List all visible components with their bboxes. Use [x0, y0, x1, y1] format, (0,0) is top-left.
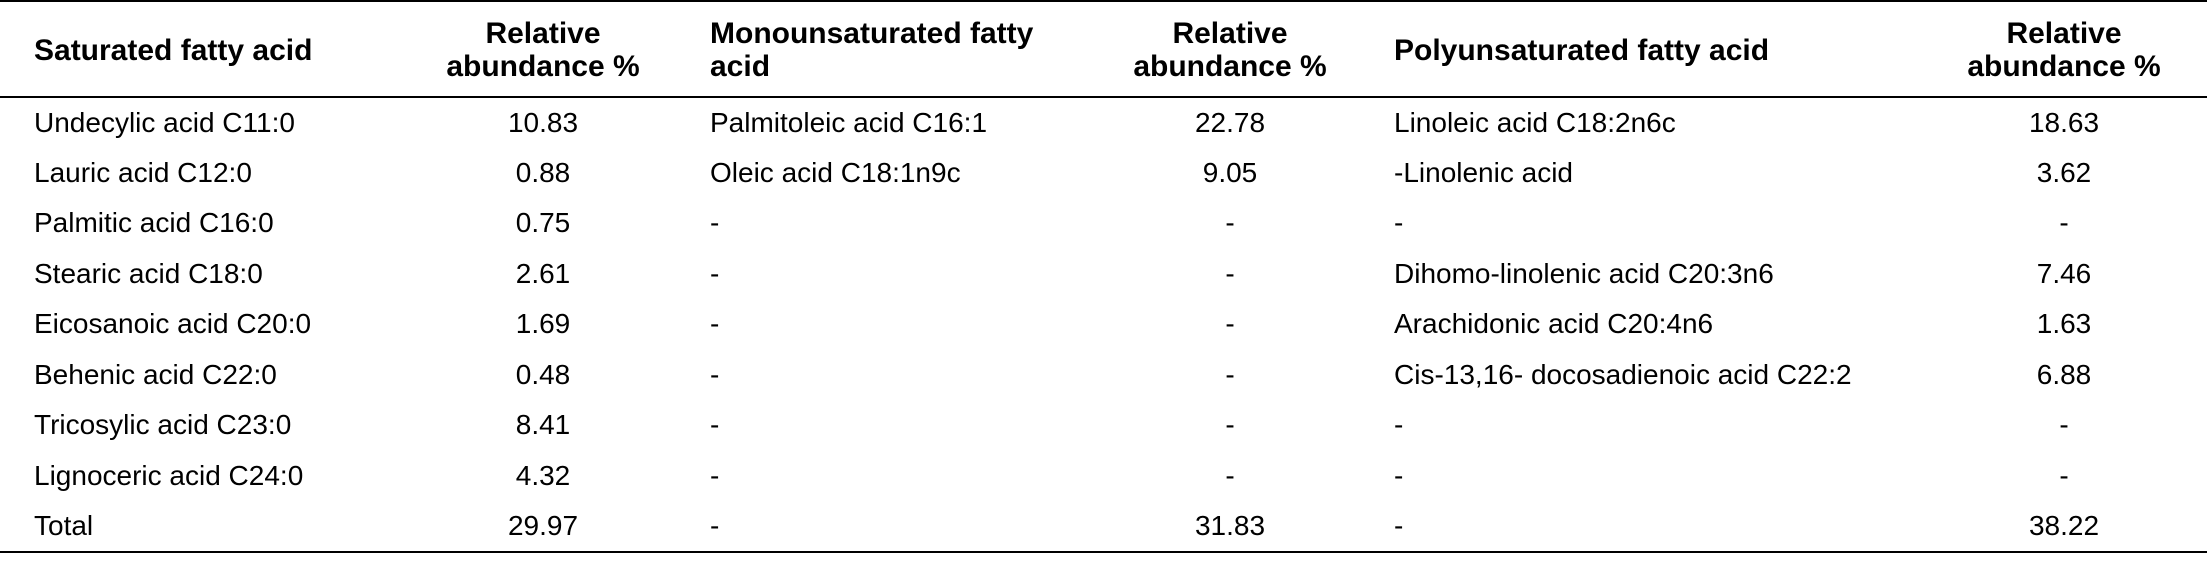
mono-value: - — [1225, 409, 1235, 441]
mono-name: - — [710, 459, 720, 491]
header-polyunsaturated: Polyunsaturated fatty acid — [1360, 0, 1921, 98]
table-row: Palmitic acid C16:0 0.75 - - - - — [0, 198, 2207, 249]
poly-name: Arachidonic acid C20:4n6 — [1394, 308, 1714, 340]
header-saturated-abundance: Relative abundance % — [410, 0, 676, 98]
header-poly-abundance-line2: abundance % — [1967, 50, 2161, 83]
poly-name: Cis-13,16- docosadienoic acid C22:2 — [1394, 358, 1852, 390]
saturated-name: Lignoceric acid C24:0 — [34, 459, 304, 491]
header-saturated: Saturated fatty acid — [0, 0, 410, 98]
mono-value: - — [1225, 308, 1235, 340]
mono-value: - — [1225, 459, 1235, 491]
saturated-name: Behenic acid C22:0 — [34, 358, 277, 390]
saturated-value: 0.88 — [515, 156, 571, 188]
header-saturated-label: Saturated fatty acid — [34, 33, 313, 67]
saturated-name: Tricosylic acid C23:0 — [34, 409, 292, 441]
mono-value: - — [1225, 207, 1235, 239]
header-mono-abundance-line1: Relative — [1172, 17, 1288, 50]
saturated-value: 0.75 — [515, 207, 571, 239]
table-row: Lauric acid C12:0 0.88 Oleic acid C18:1n… — [0, 148, 2207, 199]
saturated-name: Undecylic acid C11:0 — [34, 106, 295, 138]
saturated-value: 8.41 — [515, 409, 571, 441]
header-saturated-abundance-line2: abundance % — [446, 50, 640, 83]
poly-name: Dihomo-linolenic acid C20:3n6 — [1394, 257, 1774, 289]
table-row: Behenic acid C22:0 0.48 - - Cis-13,16- d… — [0, 350, 2207, 401]
table-row: Eicosanoic acid C20:0 1.69 - - Arachidon… — [0, 299, 2207, 350]
header-mono-line2: acid — [710, 50, 771, 83]
mono-value: - — [1225, 358, 1235, 390]
poly-value: 1.63 — [2036, 308, 2092, 340]
poly-name: - — [1394, 207, 1404, 239]
mono-name: - — [710, 207, 720, 239]
table-row-total: Total 29.97 - 31.83 - 38.22 — [0, 501, 2207, 553]
saturated-name: Eicosanoic acid C20:0 — [34, 308, 312, 340]
poly-value: 18.63 — [2028, 106, 2100, 138]
saturated-name: Total — [0, 501, 410, 553]
mono-name: Palmitoleic acid C16:1 — [710, 106, 988, 138]
mono-value: - — [1225, 257, 1235, 289]
mono-name: - — [676, 501, 1100, 553]
table-row: Undecylic acid C11:0 10.83 Palmitoleic a… — [0, 97, 2207, 148]
poly-name: -Linolenic acid — [1394, 156, 1573, 188]
mono-value: 22.78 — [1194, 106, 1266, 138]
saturated-name: Stearic acid C18:0 — [34, 257, 263, 289]
mono-name: - — [710, 409, 720, 441]
saturated-name: Palmitic acid C16:0 — [34, 207, 274, 239]
saturated-value: 10.83 — [507, 106, 579, 138]
poly-value: 7.46 — [2036, 257, 2092, 289]
poly-value: 38.22 — [1921, 501, 2207, 553]
poly-value: - — [2059, 207, 2069, 239]
header-mono-abundance-line2: abundance % — [1133, 50, 1327, 83]
saturated-value: 4.32 — [515, 459, 571, 491]
table-row: Lignoceric acid C24:0 4.32 - - - - — [0, 451, 2207, 502]
saturated-value: 2.61 — [515, 257, 571, 289]
header-poly-abundance-line1: Relative — [2006, 17, 2122, 50]
poly-value: - — [2059, 409, 2069, 441]
saturated-value: 0.48 — [515, 358, 571, 390]
header-mono-line1: Monounsaturated fatty — [710, 17, 1034, 50]
header-polyunsaturated-abundance: Relative abundance % — [1921, 0, 2207, 98]
table-row: Stearic acid C18:0 2.61 - - Dihomo-linol… — [0, 249, 2207, 300]
fatty-acid-table: Saturated fatty acid Relative abundance … — [0, 0, 2207, 553]
mono-name: - — [710, 257, 720, 289]
poly-name: - — [1394, 459, 1404, 491]
mono-value: 31.83 — [1100, 501, 1360, 553]
poly-name: - — [1360, 501, 1921, 553]
mono-name: Oleic acid C18:1n9c — [710, 156, 961, 188]
header-poly-label: Polyunsaturated fatty acid — [1394, 33, 1770, 67]
table-row: Tricosylic acid C23:0 8.41 - - - - — [0, 400, 2207, 451]
header-saturated-abundance-line1: Relative — [485, 17, 601, 50]
header-monounsaturated: Monounsaturated fatty acid — [676, 0, 1100, 98]
mono-name: - — [710, 308, 720, 340]
saturated-name: Lauric acid C12:0 — [34, 156, 252, 188]
poly-value: 6.88 — [2036, 358, 2092, 390]
header-monounsaturated-abundance: Relative abundance % — [1100, 0, 1360, 98]
header-row: Saturated fatty acid Relative abundance … — [0, 0, 2207, 98]
poly-name: - — [1394, 409, 1404, 441]
mono-name: - — [710, 358, 720, 390]
poly-value: - — [2059, 459, 2069, 491]
poly-name: Linoleic acid C18:2n6c — [1394, 106, 1676, 138]
poly-value: 3.62 — [2036, 156, 2092, 188]
saturated-value: 29.97 — [410, 501, 676, 553]
saturated-value: 1.69 — [515, 308, 571, 340]
mono-value: 9.05 — [1202, 156, 1258, 188]
